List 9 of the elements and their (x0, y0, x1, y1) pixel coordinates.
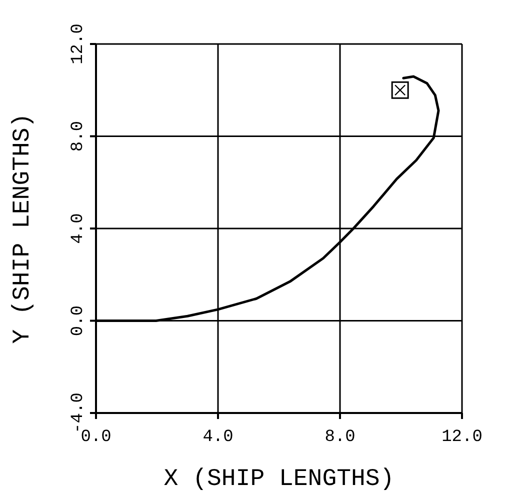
x-tick-label: 4.0 (202, 428, 234, 448)
x-tick-label: 12.0 (442, 428, 482, 448)
y-tick-label: 4.0 (69, 213, 88, 244)
y-tick-label: 12.0 (69, 24, 88, 64)
x-tick-label: 8.0 (324, 428, 356, 448)
y-tick-label: 0.0 (69, 305, 88, 336)
y-axis-title: Y (SHIP LENGTHS) (10, 113, 37, 344)
y-tick-label: 8.0 (69, 120, 88, 152)
x-axis-title: X (SHIP LENGTHS) (164, 466, 394, 493)
